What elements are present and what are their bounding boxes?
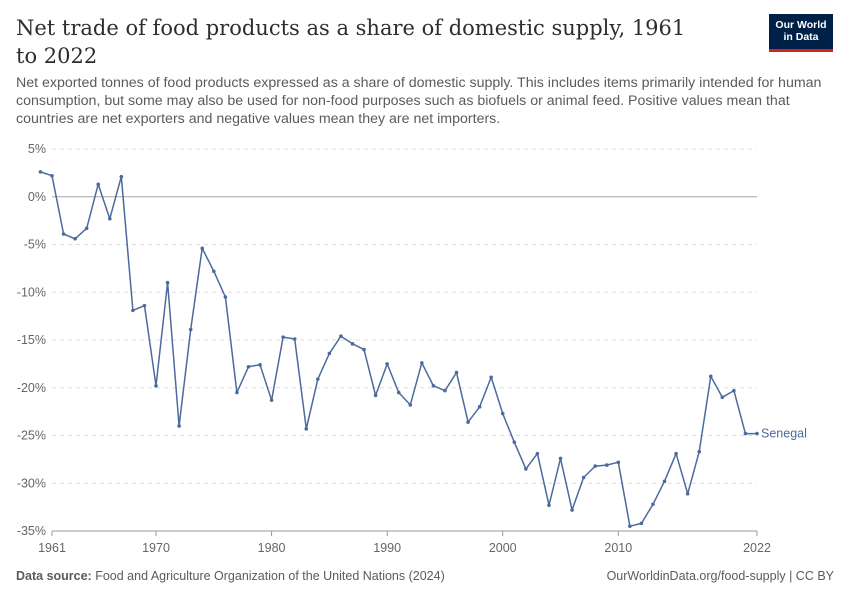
data-point[interactable] bbox=[61, 232, 66, 236]
data-point[interactable] bbox=[512, 440, 517, 444]
data-point[interactable] bbox=[142, 303, 147, 308]
x-tick-label: 1980 bbox=[258, 541, 286, 555]
data-source-label: Data source: bbox=[16, 569, 92, 583]
data-point[interactable] bbox=[119, 174, 124, 179]
y-tick-label: 0% bbox=[28, 190, 46, 204]
data-point[interactable] bbox=[431, 384, 436, 388]
data-point[interactable] bbox=[154, 384, 158, 388]
data-point[interactable] bbox=[628, 524, 632, 529]
data-point[interactable] bbox=[165, 280, 170, 285]
data-point[interactable] bbox=[489, 375, 493, 380]
data-point[interactable] bbox=[327, 351, 332, 356]
data-point[interactable] bbox=[454, 370, 459, 375]
owid-logo[interactable]: Our World in Data bbox=[769, 14, 833, 52]
x-tick-label: 1970 bbox=[142, 541, 170, 555]
logo-line-1: Our World bbox=[775, 19, 827, 31]
data-point[interactable] bbox=[269, 398, 274, 402]
data-point[interactable] bbox=[396, 390, 401, 395]
data-point[interactable] bbox=[281, 335, 285, 339]
data-point[interactable] bbox=[177, 424, 181, 428]
data-point[interactable] bbox=[350, 342, 355, 346]
data-point[interactable] bbox=[732, 388, 736, 393]
data-point[interactable] bbox=[662, 479, 667, 484]
data-point[interactable] bbox=[616, 460, 621, 465]
data-point[interactable] bbox=[339, 334, 343, 338]
data-point[interactable] bbox=[38, 170, 43, 174]
data-point[interactable] bbox=[697, 449, 702, 454]
data-point[interactable] bbox=[604, 463, 609, 467]
data-point[interactable] bbox=[708, 374, 713, 379]
data-point[interactable] bbox=[547, 503, 551, 508]
grid-lines bbox=[52, 148, 757, 532]
data-point[interactable] bbox=[535, 451, 540, 456]
data-source-text: Food and Agriculture Organization of the… bbox=[95, 569, 445, 583]
data-point[interactable] bbox=[235, 390, 239, 395]
y-axis-ticks: 5% 0% -5% -10% -15% -20% -25% -30% -35% bbox=[17, 142, 46, 538]
data-point[interactable] bbox=[373, 393, 378, 398]
data-point[interactable] bbox=[743, 431, 748, 436]
data-point[interactable] bbox=[84, 226, 89, 231]
y-tick-label: -25% bbox=[17, 429, 46, 443]
data-point[interactable] bbox=[246, 364, 251, 369]
chart-title: Net trade of food products as a share of… bbox=[16, 16, 686, 68]
data-point[interactable] bbox=[420, 361, 424, 365]
x-tick-label: 2022 bbox=[743, 541, 771, 555]
x-tick-label: 2010 bbox=[604, 541, 632, 555]
data-point[interactable] bbox=[188, 327, 193, 332]
data-point[interactable] bbox=[581, 475, 586, 480]
data-point[interactable] bbox=[362, 347, 366, 352]
data-point[interactable] bbox=[558, 456, 563, 461]
x-tick-label: 2000 bbox=[489, 541, 517, 555]
data-point[interactable] bbox=[524, 467, 528, 471]
data-point[interactable] bbox=[73, 236, 77, 241]
data-point[interactable] bbox=[292, 337, 297, 341]
data-point[interactable] bbox=[107, 216, 112, 221]
data-point[interactable] bbox=[443, 388, 447, 393]
data-source: Data source: Food and Agriculture Organi… bbox=[16, 569, 445, 583]
y-tick-label: -15% bbox=[17, 333, 46, 347]
y-tick-label: -10% bbox=[17, 285, 46, 299]
series-label[interactable]: Senegal bbox=[761, 427, 807, 441]
data-point[interactable] bbox=[720, 395, 725, 400]
data-point[interactable] bbox=[50, 173, 54, 178]
data-point[interactable] bbox=[755, 431, 759, 436]
y-tick-label: 5% bbox=[28, 142, 46, 156]
series-layer: Senegal bbox=[38, 170, 807, 529]
logo-line-2: in Data bbox=[783, 31, 819, 43]
data-point[interactable] bbox=[570, 508, 574, 512]
data-point[interactable] bbox=[477, 405, 482, 409]
y-tick-label: -5% bbox=[24, 238, 46, 252]
y-tick-label: -30% bbox=[17, 476, 46, 490]
data-point[interactable] bbox=[200, 246, 205, 251]
data-point[interactable] bbox=[685, 491, 690, 496]
data-point[interactable] bbox=[96, 182, 101, 187]
data-point[interactable] bbox=[500, 411, 505, 416]
y-tick-label: -35% bbox=[17, 524, 46, 538]
series-line-senegal[interactable] bbox=[40, 171, 757, 527]
data-point[interactable] bbox=[651, 502, 655, 507]
data-point[interactable] bbox=[466, 420, 470, 424]
data-point[interactable] bbox=[639, 521, 644, 526]
data-point[interactable] bbox=[385, 362, 389, 366]
chart-subtitle: Net exported tonnes of food products exp… bbox=[16, 75, 822, 127]
data-point[interactable] bbox=[316, 377, 320, 381]
x-tick-label: 1990 bbox=[373, 541, 401, 555]
x-axis-ticks: 1961 1970 1980 1990 2000 2010 2022 bbox=[38, 531, 771, 555]
data-point[interactable] bbox=[258, 363, 262, 367]
line-chart: 5% 0% -5% -10% -15% -20% -25% -30% -35% 1961 1970… bbox=[17, 142, 807, 555]
data-point[interactable] bbox=[131, 308, 135, 313]
data-point[interactable] bbox=[674, 451, 678, 456]
data-point[interactable] bbox=[212, 269, 216, 274]
data-point[interactable] bbox=[593, 464, 597, 468]
data-point[interactable] bbox=[304, 427, 309, 431]
data-point[interactable] bbox=[223, 295, 228, 299]
x-tick-label: 1961 bbox=[38, 541, 66, 555]
data-point[interactable] bbox=[408, 403, 413, 407]
credit-link[interactable]: OurWorldinData.org/food-supply | CC BY bbox=[606, 569, 834, 583]
y-tick-label: -20% bbox=[17, 381, 46, 395]
